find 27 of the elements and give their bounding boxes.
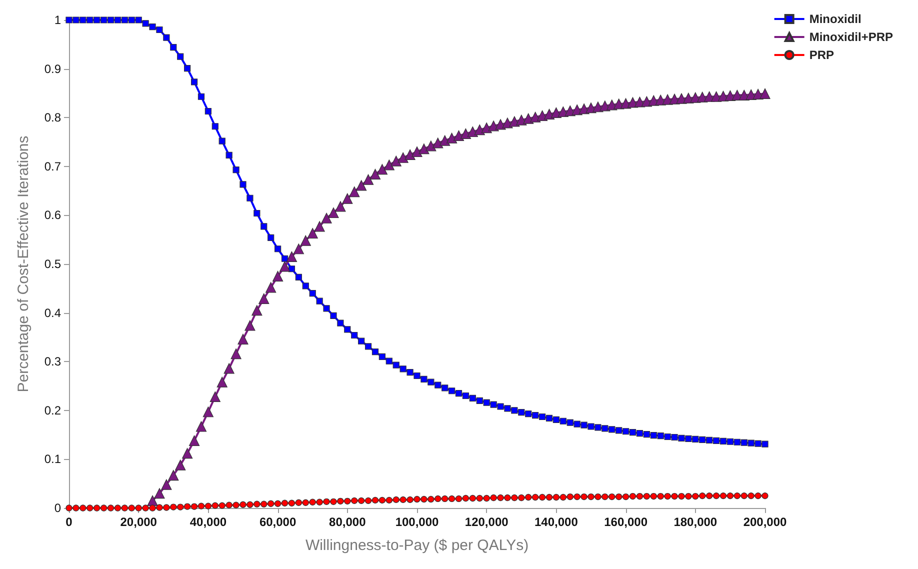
y-tick-label: 0.6 (44, 208, 62, 222)
x-tick-label: 180,000 (674, 515, 718, 529)
y-tick-label: 0.8 (44, 110, 62, 125)
x-axis-title: Willingness-to-Pay ($ per QALYs) (305, 537, 529, 554)
legend-label: Minoxidil (809, 12, 862, 26)
x-tick-label: 80,000 (329, 515, 366, 529)
x-tick-label: 20,000 (120, 515, 158, 529)
x-tick-label: 60,000 (259, 515, 296, 529)
x-tick-label: 0 (66, 515, 73, 529)
legend-label: PRP (809, 48, 834, 62)
y-tick-label: 0.1 (44, 452, 62, 466)
x-tick-label: 160,000 (604, 515, 648, 529)
x-tick-label: 40,000 (190, 515, 227, 529)
y-tick-label: 0.7 (44, 159, 62, 174)
x-tick-label: 140,000 (534, 515, 578, 529)
y-tick-label: 1 (54, 13, 62, 27)
y-tick-label: 0 (54, 501, 62, 515)
x-tick-label: 120,000 (464, 515, 509, 529)
x-tick-label: 200,000 (743, 515, 788, 529)
y-tick-label: 0.5 (44, 257, 62, 271)
y-tick-label: 0.4 (44, 306, 62, 320)
y-tick-label: 0.3 (44, 354, 62, 369)
y-axis-title: Percentage of Cost-Effective Iterations (15, 136, 32, 392)
y-tick-label: 0.9 (44, 62, 62, 76)
legend-label: Minoxidil+PRP (809, 30, 894, 44)
y-tick-label: 0.2 (44, 403, 62, 418)
x-tick-label: 100,000 (395, 515, 440, 529)
